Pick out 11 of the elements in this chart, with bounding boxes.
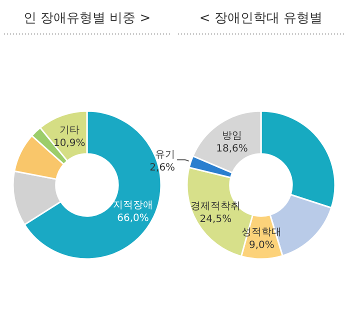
data-label: 66,0% — [117, 212, 149, 224]
slice-label: 유기 — [155, 149, 176, 160]
data-label: 10,9% — [53, 138, 86, 150]
data-label: 9,0% — [248, 240, 274, 252]
slice-label: 기타 — [59, 125, 80, 136]
chart-title: 인 장애유형별 비중 > — [23, 11, 151, 26]
slice-label: 방임 — [222, 130, 242, 142]
data-label: 24,5% — [200, 214, 232, 226]
slice-label: 지적장애 — [113, 200, 154, 211]
data-label: 18,6% — [216, 144, 248, 155]
chart-title: < 장애인학대 유형별 — [199, 11, 323, 26]
